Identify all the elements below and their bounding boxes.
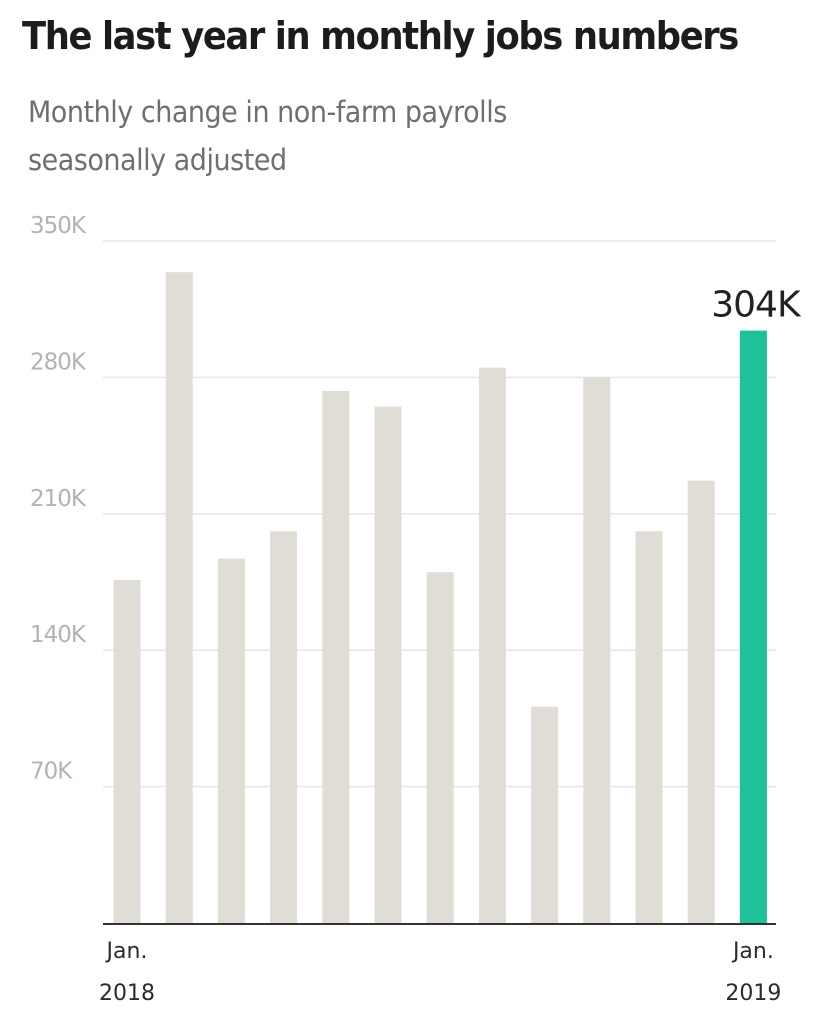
bar (270, 531, 298, 923)
y-tick-label: 140K (30, 622, 87, 648)
data-label: 304K (711, 285, 802, 326)
x-tick-label: 2019 (725, 981, 781, 1006)
subtitle-line-1: Monthly change in non-farm payrolls (28, 95, 507, 129)
data-labels: 304K (711, 285, 803, 326)
x-tick-label: 2018 (99, 981, 155, 1006)
bar (217, 558, 245, 923)
bar (426, 572, 454, 923)
chart-title: The last year in monthly jobs numbers (22, 14, 739, 58)
bar (531, 706, 559, 923)
x-tick-label: Jan. (731, 939, 774, 964)
y-tick-label: 280K (30, 349, 87, 375)
bar (478, 367, 506, 924)
bar (165, 272, 193, 924)
bar (113, 580, 141, 923)
y-tick-label: 210K (30, 486, 87, 512)
x-axis-ticks: Jan. 2018 Jan. 2019 (99, 939, 781, 1006)
y-axis-ticks: 70K 140K 210K 280K 350K (30, 213, 88, 785)
subtitle-line-2: seasonally adjusted (28, 143, 287, 177)
bar (739, 330, 767, 923)
gridlines (103, 240, 776, 788)
x-tick-label: Jan. (105, 939, 148, 964)
y-tick-label: 70K (30, 759, 73, 785)
bar (374, 406, 402, 924)
bar (322, 391, 350, 923)
bar (583, 377, 611, 923)
bars (113, 272, 767, 924)
chart-subtitle: Monthly change in non-farm payrolls seas… (28, 88, 507, 184)
y-tick-label: 350K (30, 213, 87, 239)
bar (635, 531, 663, 923)
bar (687, 480, 715, 923)
